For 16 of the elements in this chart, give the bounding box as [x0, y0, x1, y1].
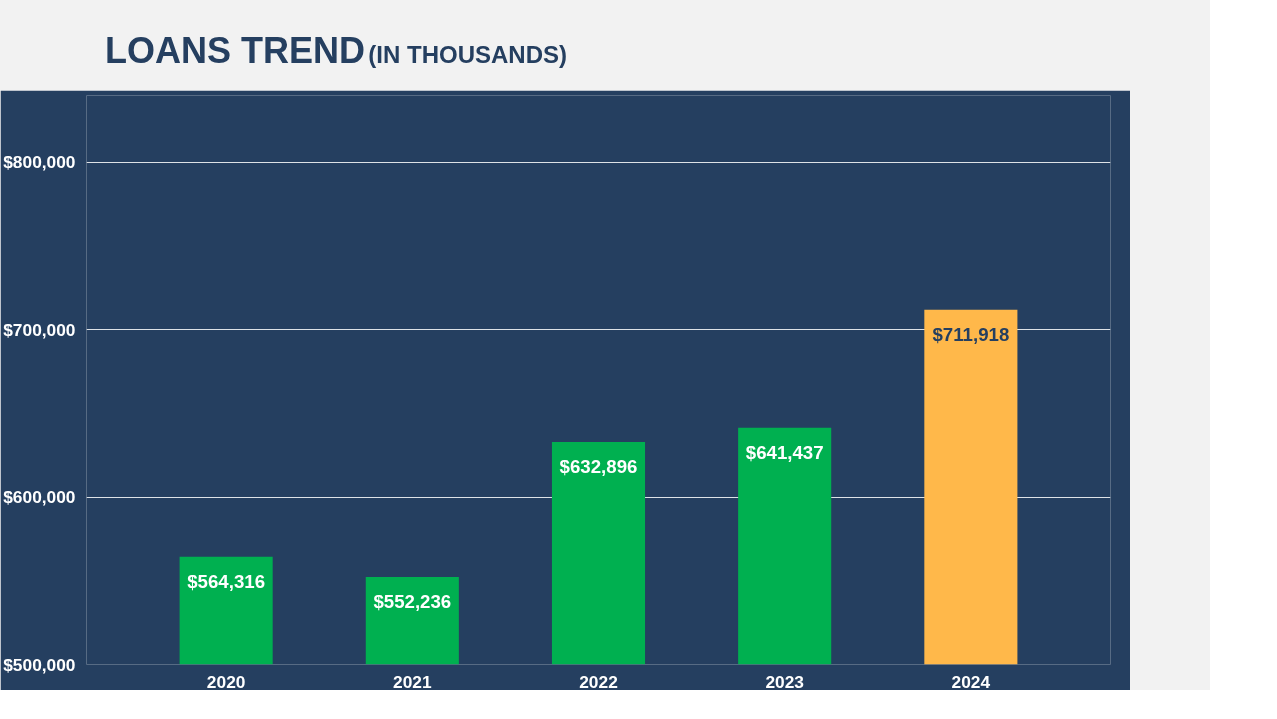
x-tick-label: 2022 — [579, 671, 618, 692]
data-label: $552,236 — [373, 591, 452, 613]
x-tick-label: 2024 — [951, 671, 991, 692]
x-tick-label: 2021 — [393, 671, 432, 692]
data-label: $711,918 — [932, 323, 1010, 345]
y-tick-label: $500,000 — [3, 654, 76, 675]
chart-title: LOANS TREND — [105, 30, 365, 71]
data-label: $632,896 — [559, 456, 638, 478]
y-tick-label: $600,000 — [3, 487, 76, 508]
chart-subtitle: (IN THOUSANDS) — [368, 41, 567, 68]
data-label: $641,437 — [745, 441, 824, 463]
y-tick-label: $700,000 — [3, 319, 76, 340]
y-tick-label: $800,000 — [3, 152, 76, 173]
x-tick-label: 2023 — [765, 671, 805, 692]
x-tick-label: 2020 — [206, 671, 246, 692]
data-label: $564,316 — [187, 570, 266, 592]
